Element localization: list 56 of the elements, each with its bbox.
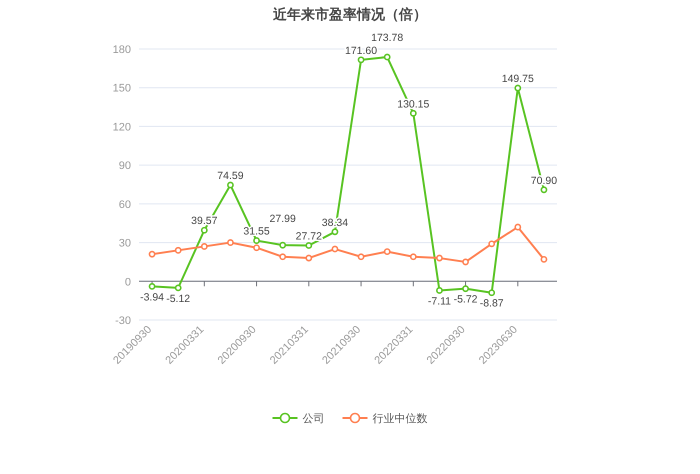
data-label: 27.72	[296, 230, 322, 243]
point	[540, 186, 548, 194]
point	[148, 250, 156, 258]
data-label: 27.99	[270, 213, 296, 226]
point	[358, 56, 364, 64]
point	[488, 240, 496, 248]
ytick: 0	[124, 276, 131, 288]
point	[332, 228, 338, 236]
point	[514, 224, 522, 230]
point	[200, 226, 208, 234]
point	[384, 54, 391, 60]
data-label: 149.75	[502, 73, 534, 86]
point	[436, 254, 443, 262]
legend-item: 行业中位数	[342, 412, 428, 425]
legend-label: 公司	[302, 413, 324, 425]
title: 近年来市盈率情况（倍）	[273, 6, 427, 22]
ytick: 180	[112, 44, 131, 56]
ytick: 60	[118, 198, 131, 211]
data-label: -3.94	[140, 291, 164, 304]
point	[540, 256, 548, 263]
point	[332, 246, 338, 252]
data-label: -7.11	[428, 295, 452, 308]
point	[279, 253, 286, 260]
point	[174, 246, 182, 254]
point	[148, 282, 156, 290]
point	[253, 237, 260, 244]
point	[305, 242, 312, 249]
point	[462, 285, 469, 292]
point	[200, 243, 208, 250]
point	[358, 253, 364, 260]
ytick: 120	[112, 121, 131, 134]
data-label: 173.78	[371, 32, 404, 44]
point	[410, 253, 417, 260]
point	[253, 244, 260, 252]
data-label: 74.59	[217, 170, 244, 182]
data-label: -5.72	[454, 294, 478, 306]
legend-label: 行业中位数	[372, 412, 428, 425]
ytick: 30	[118, 238, 131, 250]
point	[436, 287, 443, 294]
point	[227, 239, 234, 246]
legend-item: 公司	[272, 412, 324, 425]
ytick: -30	[115, 315, 131, 327]
point	[305, 254, 312, 262]
point	[384, 248, 391, 256]
point	[410, 110, 417, 117]
point	[227, 182, 234, 188]
data-label: -5.12	[166, 292, 190, 305]
point	[279, 242, 286, 249]
data-label: 171.60	[345, 44, 378, 57]
data-label: -8.87	[480, 298, 504, 310]
point	[462, 258, 469, 266]
point	[488, 289, 496, 296]
ytick: 90	[118, 160, 131, 172]
point	[174, 284, 182, 292]
point	[514, 84, 522, 92]
ytick: 150	[112, 82, 131, 95]
